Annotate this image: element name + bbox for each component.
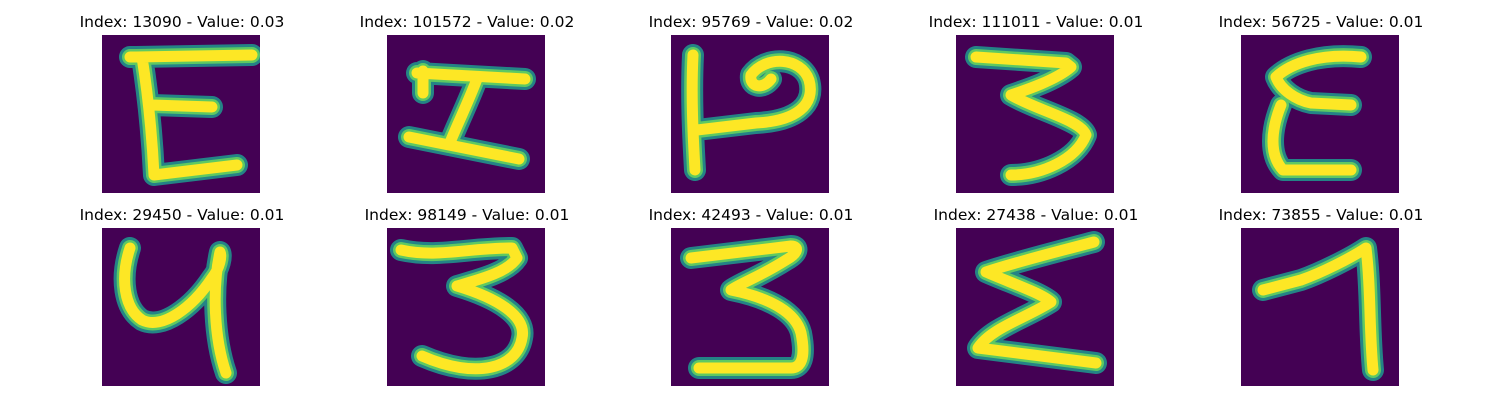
digit-image xyxy=(102,228,260,386)
glyph-stroke xyxy=(395,242,528,375)
glyph-stroke xyxy=(685,240,809,374)
panel-title: Index: 27438 - Value: 0.01 xyxy=(933,206,1139,224)
image-panel: Index: 95769 - Value: 0.02 xyxy=(649,13,853,193)
panel-title: Index: 42493 - Value: 0.01 xyxy=(648,206,854,224)
image-panel: Index: 101572 - Value: 0.02 xyxy=(360,13,574,193)
digit-image xyxy=(387,228,545,386)
glyph-stroke xyxy=(403,65,531,165)
glyph-stroke xyxy=(1257,242,1379,376)
panel-title: Index: 56725 - Value: 0.01 xyxy=(1218,13,1424,31)
glyph-stroke xyxy=(970,51,1092,181)
glyph-drawing xyxy=(1252,237,1384,381)
panel-title: Index: 13090 - Value: 0.03 xyxy=(79,13,285,31)
image-panel: Index: 42493 - Value: 0.01 xyxy=(649,206,853,386)
digit-image xyxy=(387,35,545,193)
image-panel: Index: 27438 - Value: 0.01 xyxy=(934,206,1138,386)
image-panel: Index: 98149 - Value: 0.01 xyxy=(365,206,569,386)
glyph-stroke xyxy=(119,242,232,379)
panel-title: Index: 95769 - Value: 0.02 xyxy=(648,13,854,31)
image-panel: Index: 73855 - Value: 0.01 xyxy=(1219,206,1423,386)
glyph-drawing xyxy=(1262,45,1372,181)
glyph-drawing xyxy=(119,44,260,186)
image-panel: Index: 29450 - Value: 0.01 xyxy=(80,206,284,386)
glyph-drawing xyxy=(398,60,536,170)
panel-title: Index: 101572 - Value: 0.02 xyxy=(359,13,575,31)
panel-title: Index: 98149 - Value: 0.01 xyxy=(364,206,570,224)
digit-image xyxy=(1241,35,1399,193)
glyph-stroke xyxy=(972,236,1102,369)
glyph-stroke xyxy=(124,49,258,181)
digit-image xyxy=(956,35,1114,193)
image-panel: Index: 13090 - Value: 0.03 xyxy=(80,13,284,193)
glyph-drawing xyxy=(680,235,814,379)
glyph-drawing xyxy=(967,231,1107,374)
glyph-drawing xyxy=(681,44,822,181)
digit-image xyxy=(1241,228,1399,386)
image-panel: Index: 56725 - Value: 0.01 xyxy=(1219,13,1423,193)
panel-title: Index: 29450 - Value: 0.01 xyxy=(79,206,285,224)
glyph-drawing xyxy=(390,237,534,380)
glyph-drawing xyxy=(113,237,237,384)
digit-image xyxy=(956,228,1114,386)
image-panel: Index: 111011 - Value: 0.01 xyxy=(929,13,1143,193)
glyph-stroke xyxy=(1267,50,1367,176)
digit-image xyxy=(671,35,829,193)
glyph-stroke xyxy=(686,49,816,176)
glyph-drawing xyxy=(965,46,1097,186)
digit-image xyxy=(671,228,829,386)
digit-image xyxy=(102,35,260,193)
panel-title: Index: 73855 - Value: 0.01 xyxy=(1218,206,1424,224)
panel-title: Index: 111011 - Value: 0.01 xyxy=(928,13,1144,31)
